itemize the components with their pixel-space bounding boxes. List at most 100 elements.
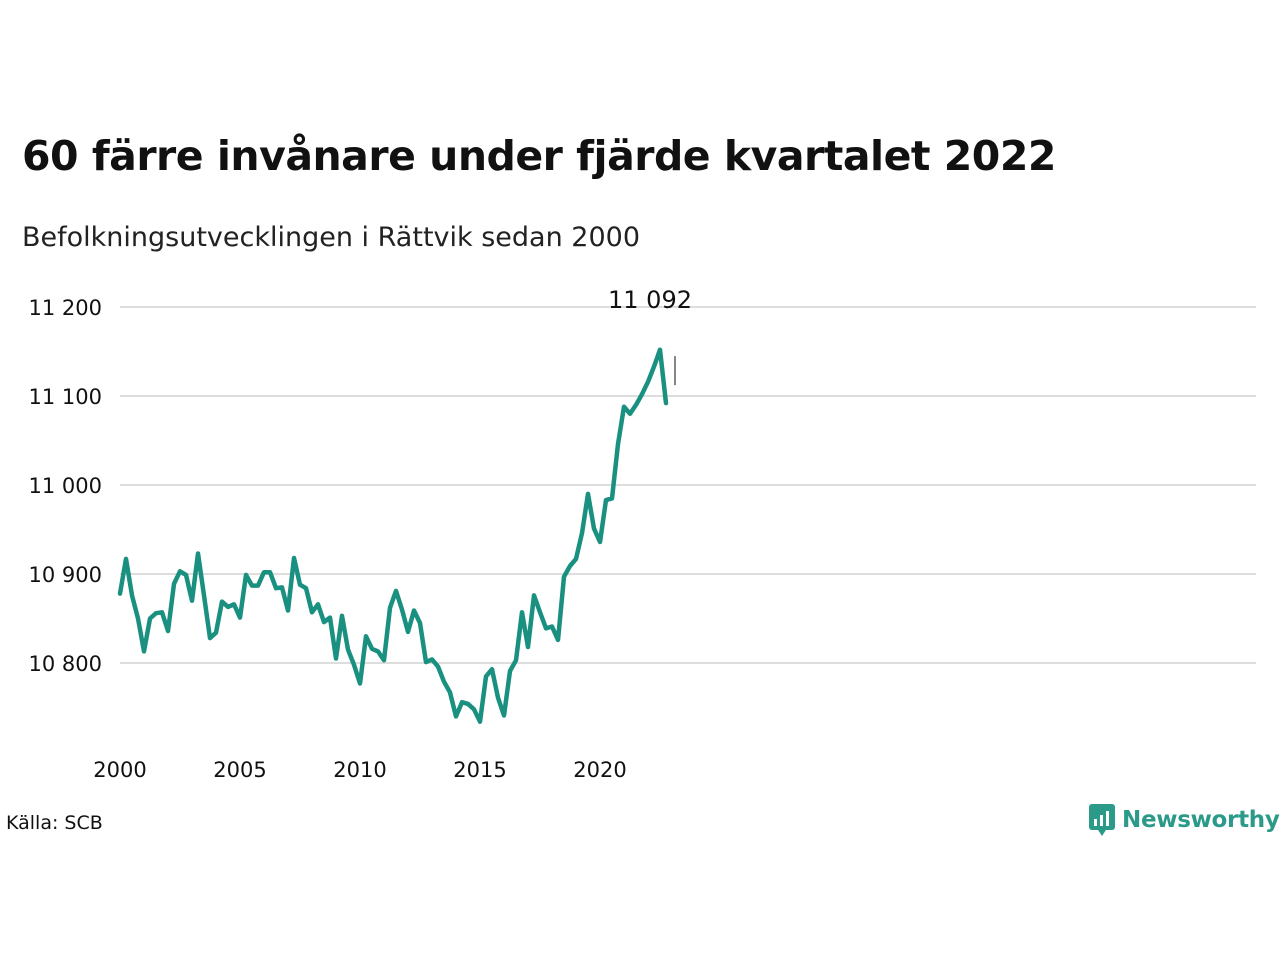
y-tick-label: 11 100 xyxy=(29,385,102,409)
chart-subtitle: Befolkningsutvecklingen i Rättvik sedan … xyxy=(22,222,640,253)
annotation-label: 11 092 xyxy=(608,286,692,314)
x-tick-label: 2015 xyxy=(453,758,506,782)
data-point xyxy=(358,681,362,685)
data-point xyxy=(646,380,650,384)
data-point xyxy=(424,660,428,664)
x-tick-label: 2010 xyxy=(333,758,386,782)
data-point xyxy=(448,690,452,694)
series-group xyxy=(117,347,669,724)
x-tick-label: 2000 xyxy=(93,758,146,782)
data-point xyxy=(322,620,326,624)
data-point xyxy=(184,573,188,577)
data-point xyxy=(274,586,278,590)
data-point xyxy=(406,630,410,634)
data-point xyxy=(130,593,134,597)
data-point xyxy=(418,621,422,625)
series-line xyxy=(117,347,669,724)
data-point xyxy=(154,611,158,615)
y-axis-tick-labels: 10 800 10 900 11 000 11 100 11 200 xyxy=(29,296,102,676)
data-point xyxy=(412,608,416,612)
data-point xyxy=(610,496,614,500)
data-point xyxy=(166,629,170,633)
data-point xyxy=(436,664,440,668)
data-point xyxy=(208,636,212,640)
data-point xyxy=(634,403,638,407)
data-point xyxy=(124,557,128,561)
data-point xyxy=(664,401,668,405)
data-point xyxy=(622,405,626,409)
data-point xyxy=(370,647,374,651)
data-point xyxy=(430,657,434,661)
data-point xyxy=(214,631,218,635)
data-point xyxy=(280,585,284,589)
data-point xyxy=(232,602,236,606)
data-point xyxy=(592,526,596,530)
data-point xyxy=(364,634,368,638)
newsworthy-logo: Newsworthy xyxy=(1088,803,1280,837)
source-note: Källa: SCB xyxy=(6,812,103,834)
data-point xyxy=(658,348,662,352)
data-point xyxy=(376,649,380,653)
data-point xyxy=(160,610,164,614)
data-point xyxy=(190,599,194,603)
data-point xyxy=(598,540,602,544)
data-point xyxy=(526,645,530,649)
data-point xyxy=(316,602,320,606)
data-point xyxy=(238,615,242,619)
data-point xyxy=(286,608,290,612)
data-point xyxy=(640,392,644,396)
data-point xyxy=(262,570,266,574)
line-chart: 10 800 10 900 11 000 11 100 11 200 2000 2005 2… xyxy=(29,286,1256,782)
data-point xyxy=(454,714,458,718)
data-point xyxy=(268,570,272,574)
data-point xyxy=(508,669,512,673)
y-tick-label: 10 800 xyxy=(29,652,102,676)
data-point xyxy=(580,531,584,535)
data-point xyxy=(226,605,230,609)
data-point xyxy=(346,647,350,651)
data-point xyxy=(118,591,122,595)
data-point xyxy=(388,606,392,610)
y-tick-label: 11 000 xyxy=(29,474,102,498)
data-point xyxy=(520,610,524,614)
data-point xyxy=(250,583,254,587)
data-point xyxy=(256,583,260,587)
data-point xyxy=(334,656,338,660)
data-point xyxy=(556,638,560,642)
data-point xyxy=(514,658,518,662)
data-point xyxy=(568,564,572,568)
y-tick-label: 11 200 xyxy=(29,296,102,320)
data-point xyxy=(352,663,356,667)
data-point xyxy=(472,707,476,711)
annotation-group: 11 092 xyxy=(608,286,692,386)
data-point xyxy=(532,593,536,597)
data-point xyxy=(628,412,632,416)
data-point xyxy=(178,569,182,573)
data-point xyxy=(394,589,398,593)
data-point xyxy=(172,582,176,586)
data-point xyxy=(544,626,548,630)
x-tick-label: 2005 xyxy=(213,758,266,782)
data-point xyxy=(466,702,470,706)
data-point xyxy=(148,616,152,620)
data-point xyxy=(202,593,206,597)
data-point xyxy=(400,607,404,611)
data-point xyxy=(604,498,608,502)
data-point xyxy=(310,610,314,614)
chart-title: 60 färre invånare under fjärde kvartalet… xyxy=(22,132,1056,180)
data-point xyxy=(574,557,578,561)
data-point xyxy=(562,575,566,579)
data-point xyxy=(340,614,344,618)
data-point xyxy=(136,616,140,620)
data-point xyxy=(478,720,482,724)
data-point xyxy=(328,615,332,619)
data-point xyxy=(586,492,590,496)
data-point xyxy=(550,624,554,628)
newsworthy-logo-text: Newsworthy xyxy=(1122,807,1280,833)
data-point xyxy=(652,364,656,368)
data-point xyxy=(496,696,500,700)
data-point xyxy=(382,658,386,662)
y-tick-label: 10 900 xyxy=(29,563,102,587)
data-point xyxy=(484,674,488,678)
newsworthy-logo-icon xyxy=(1089,804,1115,836)
